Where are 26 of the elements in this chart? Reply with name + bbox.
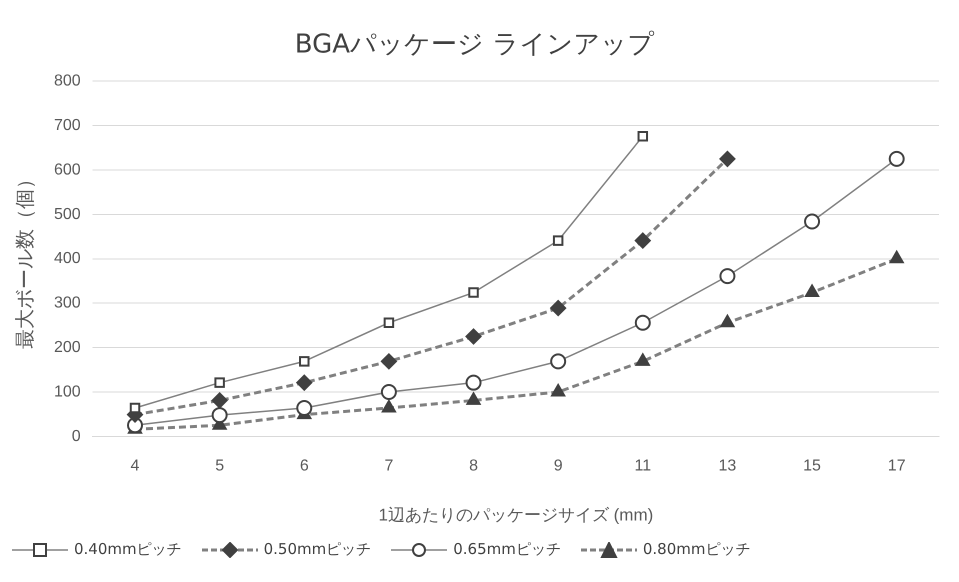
chart-title: BGAパッケージ ラインアップ: [294, 29, 654, 60]
x-tick-label: 9: [554, 457, 563, 474]
legend-label: 0.65mmピッチ: [453, 540, 561, 559]
x-tick-label: 4: [130, 457, 140, 474]
x-tick-label: 11: [634, 457, 652, 474]
x-tick-label: 5: [215, 457, 224, 474]
x-tick-label: 6: [300, 457, 309, 474]
y-tick-label: 400: [54, 250, 81, 268]
x-tick-label: 7: [384, 457, 394, 474]
y-tick-label: 100: [54, 383, 81, 400]
y-tick-label: 300: [54, 294, 81, 312]
x-tick-label: 15: [803, 457, 822, 474]
y-tick-label: 700: [54, 117, 81, 134]
legend-label: 0.40mmピッチ: [74, 540, 182, 559]
x-axis-title: 1辺あたりのパッケージサイズ (mm): [378, 505, 654, 524]
y-tick-label: 0: [72, 428, 81, 445]
y-tick-label: 800: [54, 72, 81, 90]
legend-label: 0.50mmピッチ: [264, 540, 372, 559]
x-tick-label: 17: [888, 457, 906, 474]
x-tick-label: 13: [718, 457, 736, 474]
legend-label: 0.80mmピッチ: [642, 540, 750, 559]
y-tick-label: 500: [54, 206, 81, 223]
y-tick-label: 200: [54, 339, 81, 356]
y-tick-label: 600: [54, 161, 81, 178]
x-tick-label: 8: [469, 457, 478, 474]
y-axis-title: 最大ボール数（個）: [14, 168, 37, 349]
